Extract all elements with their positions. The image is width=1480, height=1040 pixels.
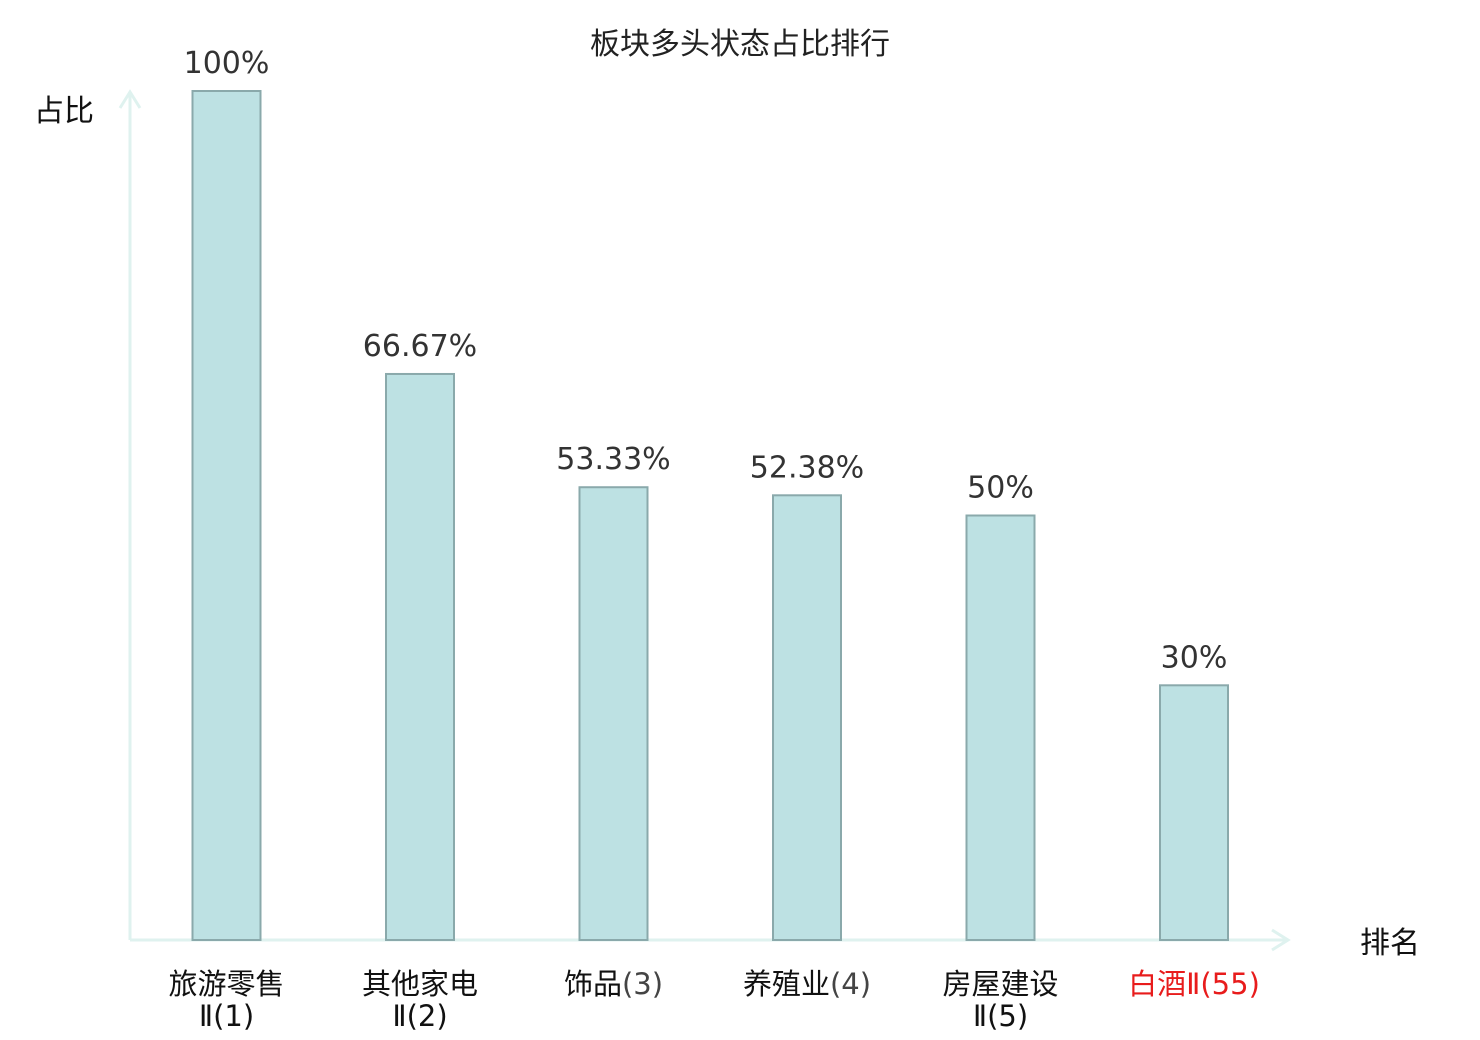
y-axis-title: 占比 (34, 94, 94, 129)
bar-1 (191, 90, 262, 941)
value-label-4: 52.38% (750, 450, 864, 485)
category-rank-6: Ⅱ(55) (1186, 967, 1260, 1001)
category-label-3: 饰品(3) (564, 967, 663, 1001)
category-label-6: 白酒Ⅱ(55) (1128, 967, 1260, 1001)
chart-title: 板块多头状态占比排行 (590, 27, 890, 62)
value-label-2: 66.67% (363, 329, 477, 364)
x-axis-arrow-icon (1271, 928, 1291, 952)
bar-6 (1159, 684, 1229, 941)
bar-2 (385, 372, 455, 942)
category-label-4: 养殖业(4) (743, 967, 871, 1001)
category-rank-3: (3) (622, 967, 663, 1001)
x-axis-title: 排名 (1360, 926, 1420, 961)
category-rank-2: Ⅱ(2) (392, 999, 447, 1033)
category-name-4: 养殖业 (743, 967, 830, 1001)
axes (118, 89, 1291, 952)
category-rank-1: Ⅱ(1) (199, 999, 254, 1033)
value-label-3: 53.33% (556, 442, 670, 477)
value-label-5: 50% (967, 471, 1034, 506)
bar-4 (772, 494, 842, 941)
bar-5 (965, 514, 1036, 941)
value-labels-group: 100% 66.67% 53.33% 52.38% 50% 30% (184, 46, 1228, 675)
category-name-1: 旅游零售 (168, 967, 284, 1001)
category-rank-4: (4) (830, 967, 871, 1001)
value-label-1: 100% (184, 46, 270, 81)
category-name-3: 饰品 (564, 967, 622, 1001)
category-name-2: 其他家电 (362, 967, 478, 1001)
y-axis-arrow-icon (118, 89, 142, 109)
bar-3 (578, 486, 649, 941)
category-name-5: 房屋建设 (942, 967, 1058, 1001)
value-label-6: 30% (1161, 640, 1228, 675)
category-name-6: 白酒 (1128, 967, 1186, 1001)
bars-group (191, 90, 1229, 942)
category-rank-5: Ⅱ(5) (973, 999, 1028, 1033)
